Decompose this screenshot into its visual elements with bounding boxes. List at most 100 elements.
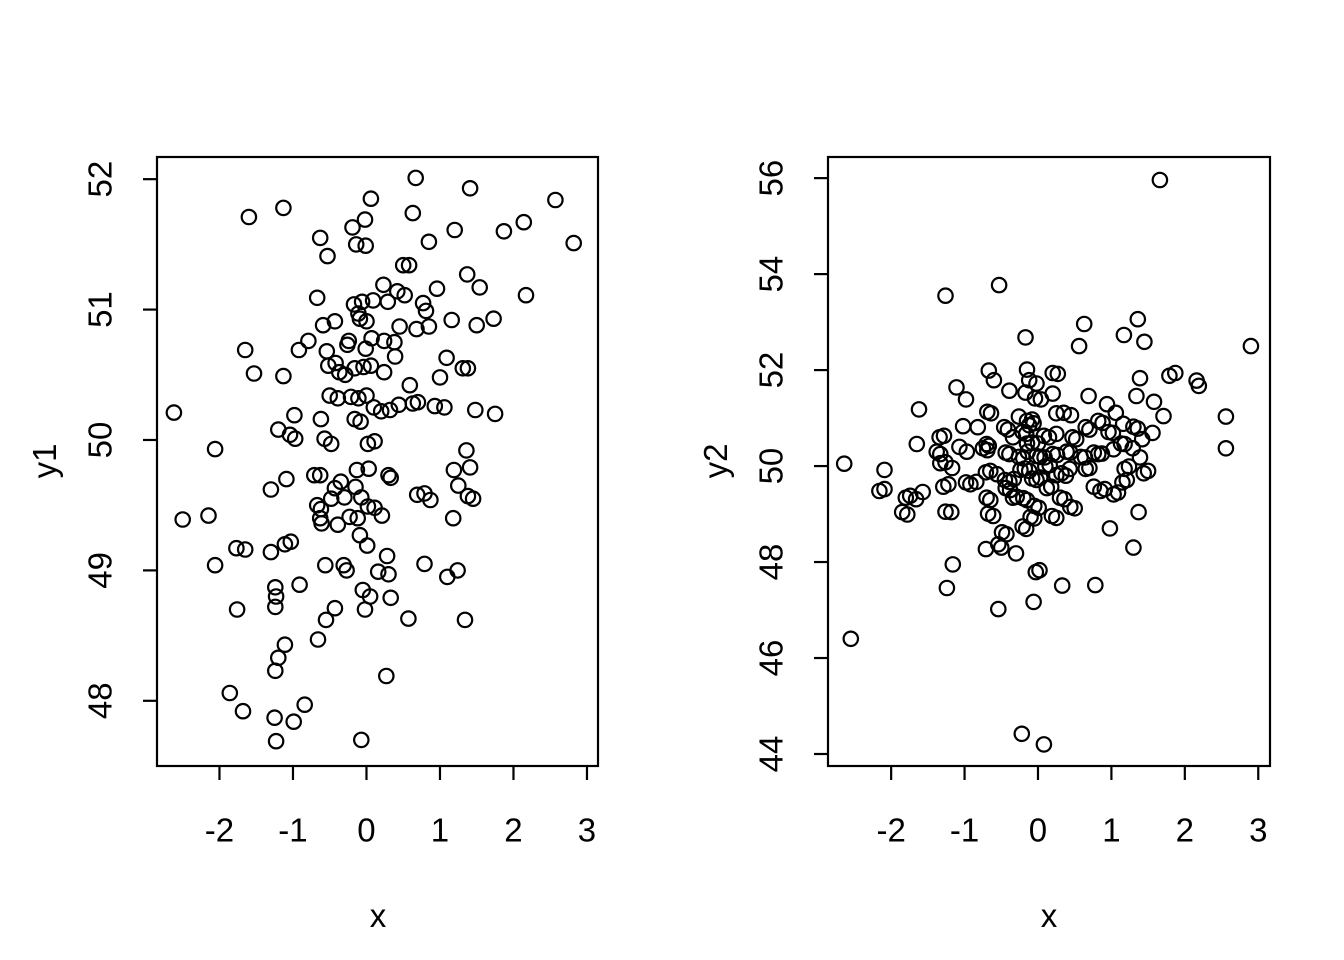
data-point [338, 562, 355, 579]
data-point [1087, 576, 1104, 594]
y-tick-label: 50 [82, 422, 119, 459]
data-point [1026, 510, 1043, 527]
data-point [1026, 497, 1043, 515]
data-point [420, 233, 438, 251]
data-point [1010, 408, 1028, 425]
data-point [386, 333, 403, 351]
data-point [336, 366, 354, 384]
data-point [322, 490, 340, 507]
data-point [1023, 434, 1041, 451]
data-point [1120, 458, 1138, 475]
y-tick-label: 51 [82, 291, 119, 328]
x-axis-label-right: x [1040, 897, 1058, 934]
data-point [935, 427, 953, 445]
data-point [282, 533, 300, 550]
data-point [269, 649, 287, 667]
data-point [431, 369, 449, 386]
data-point [1125, 539, 1142, 556]
data-point [931, 454, 949, 472]
data-point [1018, 435, 1036, 452]
data-point [400, 610, 417, 627]
data-point [974, 439, 992, 457]
data-point [275, 367, 292, 385]
data-point [322, 435, 340, 453]
data-point [357, 237, 374, 254]
x-tick-label: 2 [504, 812, 522, 849]
data-point [245, 365, 263, 382]
data-point [1019, 443, 1036, 460]
data-point [341, 508, 358, 526]
data-point [981, 462, 999, 480]
data-point [969, 418, 987, 436]
data-point [897, 489, 915, 506]
data-point [871, 482, 888, 500]
data-point [206, 440, 224, 458]
data-point [347, 236, 365, 253]
data-point [281, 426, 299, 444]
x-axis-label-left: x [369, 897, 387, 934]
data-point [1018, 412, 1036, 430]
data-point [978, 435, 995, 453]
data-point [408, 486, 426, 504]
data-point [351, 310, 369, 327]
data-point [934, 478, 952, 495]
data-point [977, 463, 995, 481]
data-point [416, 485, 433, 502]
data-point [1032, 391, 1050, 408]
data-point [267, 588, 285, 605]
plot-border [155, 155, 600, 768]
data-point [1020, 416, 1038, 434]
data-point [992, 539, 1010, 556]
data-point [317, 611, 335, 629]
data-point [1043, 507, 1061, 525]
data-point [362, 357, 380, 374]
data-point [1085, 478, 1103, 495]
data-point [996, 471, 1014, 489]
data-point [1048, 425, 1065, 443]
data-point [356, 601, 374, 618]
data-point [300, 332, 317, 350]
data-point [1004, 489, 1022, 506]
data-point [1014, 423, 1031, 441]
x-tick-label: 1 [1102, 812, 1120, 849]
data-point [957, 474, 975, 491]
data-point [1133, 430, 1151, 448]
y-tick-label: 49 [82, 552, 119, 589]
data-point [382, 589, 399, 607]
data-point [444, 509, 462, 527]
data-point [989, 600, 1007, 618]
data-point [390, 396, 408, 414]
data-point [1028, 375, 1045, 392]
data-point [1139, 462, 1157, 480]
data-point [234, 702, 252, 720]
data-point [1031, 469, 1049, 486]
data-point [401, 376, 419, 394]
data-point [372, 402, 390, 420]
data-point [1023, 411, 1041, 428]
x-tick-label: 0 [357, 812, 375, 849]
data-point [1077, 460, 1094, 478]
data-point [1093, 445, 1111, 462]
data-point [344, 219, 361, 236]
data-point [165, 404, 183, 421]
data-point [286, 406, 303, 424]
data-point [1044, 364, 1061, 382]
data-point [1161, 367, 1178, 385]
data-point [914, 483, 931, 501]
data-point [1062, 406, 1080, 424]
data-point [266, 598, 284, 616]
data-point [565, 234, 582, 252]
data-point [407, 169, 424, 187]
data-point [1101, 520, 1119, 537]
data-point [937, 287, 954, 304]
data-point [456, 611, 474, 629]
data-point [1026, 390, 1044, 407]
data-point [468, 316, 485, 334]
data-point [1023, 470, 1041, 487]
data-point [1089, 445, 1107, 463]
data-point [1044, 385, 1061, 402]
data-point [1037, 458, 1054, 475]
data-point [308, 496, 326, 514]
data-point [363, 329, 380, 347]
data-point [1004, 428, 1022, 446]
